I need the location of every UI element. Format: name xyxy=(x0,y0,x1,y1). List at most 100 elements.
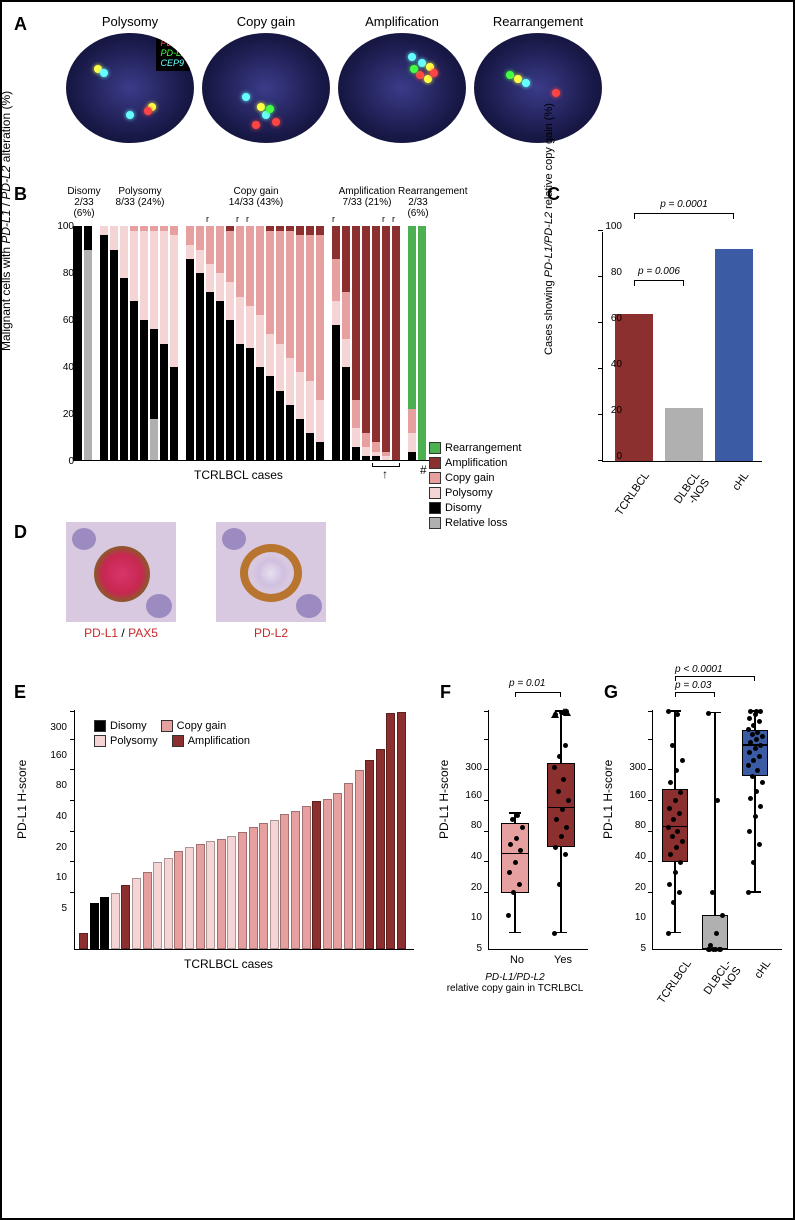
fish-legend: PD-L1PD-L2CEP9 xyxy=(156,37,190,71)
group-label: Rearrangement2/33 (6%) xyxy=(398,186,438,219)
x-category: Yes xyxy=(549,954,577,966)
panel-f: F PD-L1 H-score NoYesp = 0.01 5102040801… xyxy=(440,682,595,1032)
x-category: cHL xyxy=(731,470,752,493)
stacked-bar xyxy=(84,226,92,461)
legend-row: Copy gain xyxy=(161,720,227,732)
data-point xyxy=(760,780,765,785)
x-category: TCRLBCL xyxy=(655,958,694,1006)
data-point xyxy=(566,798,571,803)
data-point xyxy=(563,852,568,857)
stacked-bar xyxy=(408,226,416,461)
panel-a: A PolysomyPD-L1PD-L2CEP9Copy gainAmplifi… xyxy=(14,14,614,143)
data-point xyxy=(706,711,711,716)
bar xyxy=(121,885,130,949)
panel-d-label: D xyxy=(14,522,27,543)
ihc-label: PD-L2 xyxy=(254,626,288,640)
stacked-bar xyxy=(256,226,264,461)
data-point xyxy=(754,709,759,714)
ihc-col: PD-L1 / PAX5 xyxy=(66,522,176,640)
data-point xyxy=(714,931,719,936)
panel-b-label: B xyxy=(14,184,27,205)
bar xyxy=(206,841,215,949)
data-point xyxy=(556,789,561,794)
panel-b-ylabel: Malignant cells with PD-L1 / PD-L2 alter… xyxy=(0,91,13,351)
data-point xyxy=(668,780,673,785)
fish-image-col: Copy gain xyxy=(202,14,330,143)
bar xyxy=(132,878,141,949)
panel-a-images: PolysomyPD-L1PD-L2CEP9Copy gainAmplifica… xyxy=(66,14,614,143)
stacked-bar xyxy=(332,226,340,461)
bar xyxy=(164,858,173,949)
data-point xyxy=(680,839,685,844)
ihc-image xyxy=(66,522,176,622)
data-point xyxy=(668,852,673,857)
stacked-bar xyxy=(100,226,108,461)
data-point xyxy=(753,814,758,819)
stacked-bar xyxy=(306,226,314,461)
x-category: DLBCL-NOS xyxy=(702,958,744,1004)
stacked-bar xyxy=(362,226,370,461)
bar xyxy=(665,408,703,461)
stacked-bar xyxy=(216,226,224,461)
bar xyxy=(615,314,653,461)
data-point xyxy=(560,807,565,812)
bar xyxy=(90,903,99,949)
fish-image xyxy=(338,33,466,143)
data-point xyxy=(757,754,762,759)
fish-title: Rearrangement xyxy=(493,14,583,29)
legend-row: Relative loss xyxy=(429,517,521,529)
legend-row: Disomy xyxy=(94,720,147,732)
data-point xyxy=(746,763,751,768)
p-value: p = 0.0001 xyxy=(634,199,734,210)
data-point xyxy=(507,870,512,875)
data-point xyxy=(563,743,568,748)
data-point xyxy=(517,882,522,887)
bar xyxy=(312,801,321,949)
data-point xyxy=(720,913,725,918)
panel-c-ylabel: Cases showing PD-L1/PD-L2 relative copy … xyxy=(543,103,555,355)
stacked-bar xyxy=(286,226,294,461)
bar xyxy=(333,793,342,949)
panel-e: E PD-L1 H-score TCRLBCL cases DisomyCopy… xyxy=(14,682,434,992)
stacked-bar xyxy=(150,226,158,461)
stacked-bar xyxy=(236,226,244,461)
bar xyxy=(111,893,120,949)
panel-e-legend: DisomyCopy gainPolysomyAmplification xyxy=(94,720,264,750)
data-point xyxy=(710,890,715,895)
bar xyxy=(344,783,353,949)
data-point xyxy=(667,882,672,887)
group-label: Copy gain14/33 (43%) xyxy=(176,186,336,208)
data-point xyxy=(673,870,678,875)
data-point xyxy=(755,730,760,735)
data-point xyxy=(553,845,558,850)
bar xyxy=(153,862,162,949)
data-point xyxy=(754,789,759,794)
data-point xyxy=(675,712,680,717)
stacked-bar xyxy=(74,226,82,461)
panel-a-label: A xyxy=(14,14,27,35)
panel-b-yaxis: 020406080100 xyxy=(54,226,74,461)
data-point xyxy=(757,719,762,724)
bar xyxy=(302,806,311,949)
data-point xyxy=(670,834,675,839)
data-point xyxy=(713,947,718,952)
bar xyxy=(323,799,332,949)
group-label: Polysomy8/33 (24%) xyxy=(90,186,190,208)
stacked-bar xyxy=(186,226,194,461)
data-point xyxy=(670,743,675,748)
data-point xyxy=(747,829,752,834)
panel-f-xlabel: PD-L1/PD-L2relative copy gain in TCRLBCL xyxy=(440,972,590,994)
panel-c: C Cases showing PD-L1/PD-L2 relative cop… xyxy=(547,184,787,504)
legend-row: Copy gain xyxy=(429,472,521,484)
bar xyxy=(238,832,247,949)
stacked-bar xyxy=(170,226,178,461)
legend-row: Polysomy xyxy=(94,735,158,747)
bar xyxy=(185,847,194,949)
stacked-bar xyxy=(352,226,360,461)
fish-image xyxy=(474,33,602,143)
panel-b-chart: rrrrrr↑# xyxy=(74,226,414,461)
ihc-col: PD-L2 xyxy=(216,522,326,640)
stacked-bar xyxy=(296,226,304,461)
bar xyxy=(249,827,258,949)
fish-image: PD-L1PD-L2CEP9 xyxy=(66,33,194,143)
